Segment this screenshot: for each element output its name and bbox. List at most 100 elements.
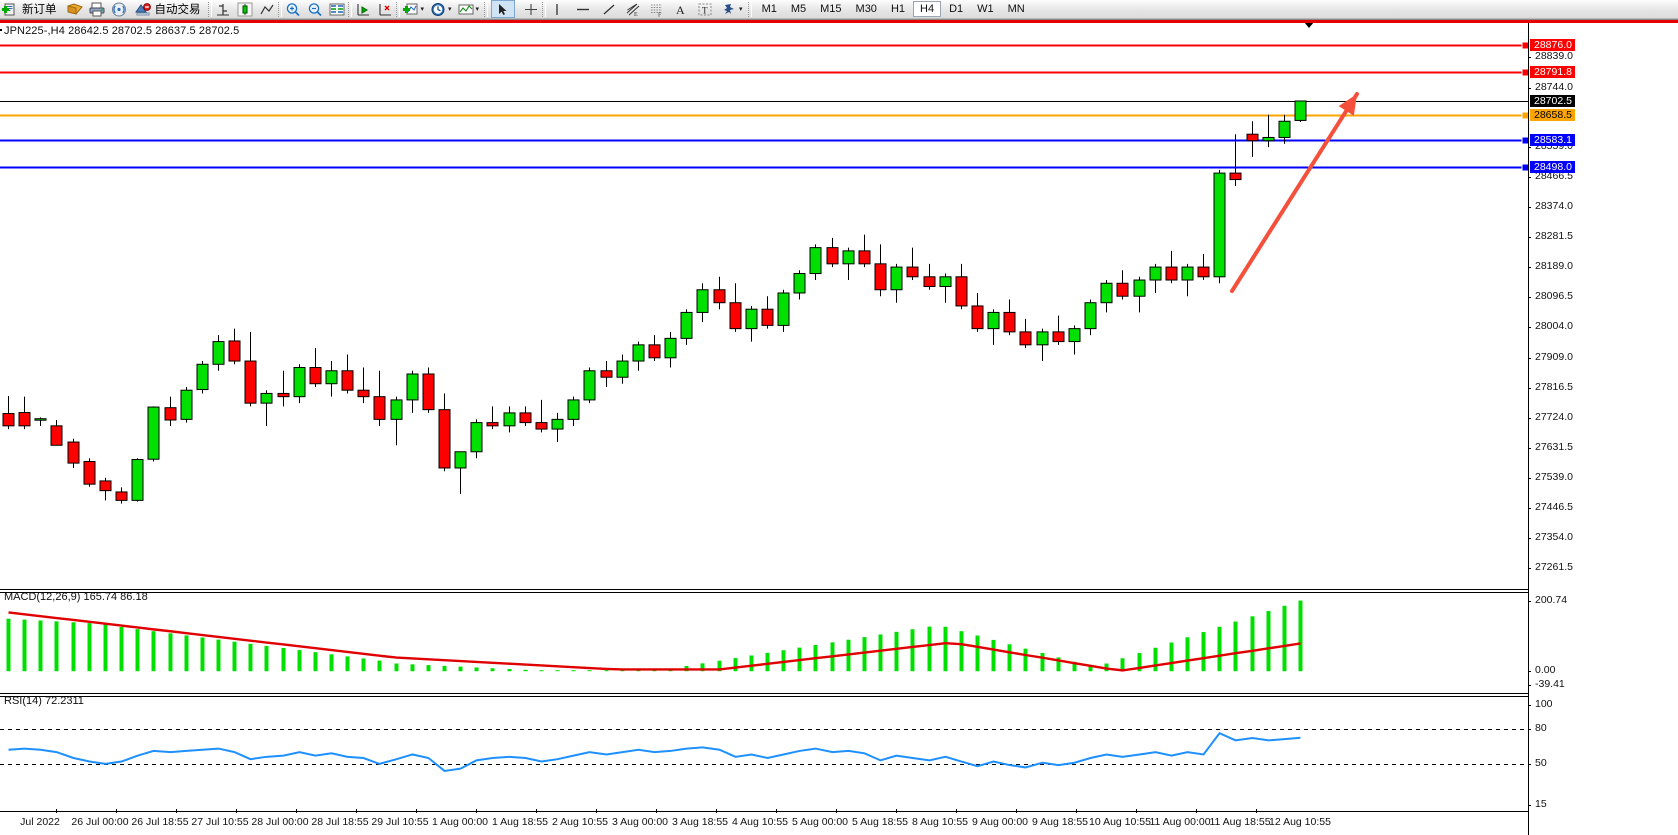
candlestick	[390, 396, 403, 446]
autotrading-button[interactable]: 自动交易	[133, 0, 205, 18]
timeframe-w1[interactable]: W1	[977, 3, 994, 15]
time-gridline	[56, 809, 57, 813]
support-line-2-handle[interactable]	[1521, 163, 1528, 172]
candlestick	[454, 451, 467, 494]
trendline-icon[interactable]	[601, 2, 617, 17]
price-level-label[interactable]: 28498.0	[1530, 161, 1575, 174]
macd-histogram-bar	[862, 637, 867, 672]
time-axis[interactable]: Jul 2022 26 Jul 00:00 26 Jul 18:55 27 Jul 1…	[0, 809, 1528, 835]
price-axis[interactable]: 28839.0 28744.0 28559.0 28466.5 28374.0 28281…	[1527, 23, 1678, 835]
shapes-caret-icon[interactable]: ▾	[739, 6, 743, 13]
entry-line-handle[interactable]	[1521, 111, 1528, 120]
add-indicator-icon[interactable]	[402, 2, 419, 17]
candlestick	[1100, 280, 1113, 313]
macd-histogram-bar	[135, 629, 140, 672]
new-order-button[interactable]: 新订单	[0, 0, 61, 18]
macd-histogram-bar	[894, 631, 899, 672]
zoom-out-icon[interactable]	[307, 2, 323, 17]
candlestick	[1084, 299, 1097, 336]
bar-chart-icon[interactable]	[215, 2, 231, 17]
price-tick: 28466.5	[1528, 170, 1573, 182]
timeframe-d1[interactable]: D1	[949, 3, 964, 15]
time-tick: 3 Aug 18:55	[671, 816, 729, 828]
candlestick	[1294, 100, 1307, 123]
periods-caret-icon[interactable]: ▾	[448, 6, 452, 13]
price-level-label[interactable]: 28702.5	[1530, 94, 1575, 107]
candlestick	[1003, 299, 1016, 336]
candlestick	[34, 417, 47, 426]
toolbar-separator	[207, 1, 212, 17]
candlestick	[955, 263, 968, 310]
macd-histogram-bar	[749, 655, 754, 672]
auto-scroll-icon[interactable]	[355, 2, 371, 17]
price-level-label[interactable]: 28658.5	[1530, 109, 1575, 122]
timeframe-mn[interactable]: MN	[1007, 3, 1025, 15]
clock-icon[interactable]	[430, 2, 446, 17]
candlestick	[761, 296, 774, 329]
candlestick	[1197, 254, 1210, 281]
price-tick: 28839.0	[1528, 50, 1573, 62]
candlestick	[1149, 263, 1162, 293]
chart-shift-icon[interactable]	[377, 2, 393, 17]
chart-area[interactable]: JPN225-,H4 28642.5 28702.5 28637.5 28702…	[0, 23, 1678, 835]
candlestick	[664, 331, 677, 368]
take-profit-line-handle[interactable]	[1521, 41, 1528, 50]
crosshair-icon[interactable]	[523, 2, 539, 17]
macd-histogram-bar	[345, 656, 350, 672]
horizontal-line-icon[interactable]	[575, 2, 591, 17]
timeframe-m5[interactable]: M5	[790, 3, 807, 15]
printer-icon[interactable]	[89, 2, 105, 17]
template-icon[interactable]	[458, 2, 474, 17]
vertical-line-icon[interactable]	[549, 2, 565, 17]
line-chart-icon[interactable]	[259, 2, 275, 17]
macd-histogram-bar	[38, 620, 43, 672]
macd-histogram-bar	[1056, 657, 1061, 672]
bullish-arrow[interactable]	[1230, 92, 1359, 293]
candlestick	[1116, 270, 1129, 300]
macd-histogram-bar	[119, 627, 124, 672]
candlestick	[696, 283, 709, 323]
zoom-in-icon[interactable]	[285, 2, 301, 17]
text-icon[interactable]: A	[673, 2, 689, 17]
candlestick-icon[interactable]	[237, 2, 253, 17]
candlestick	[341, 354, 354, 394]
indicators-caret-icon[interactable]: ▾	[420, 6, 425, 13]
signal-icon[interactable]	[111, 2, 127, 17]
timeframe-m15[interactable]: M15	[820, 3, 842, 15]
channel-icon[interactable]: E	[625, 2, 641, 17]
new-order-icon	[2, 2, 18, 17]
timeframe-h1[interactable]: H1	[890, 3, 905, 15]
templates-caret-icon[interactable]: ▾	[475, 6, 480, 13]
toolbar-separator-7	[747, 1, 752, 17]
arrow-cursor-button[interactable]	[491, 0, 516, 18]
support-line-1-handle[interactable]	[1521, 136, 1528, 145]
macd-histogram-bar	[6, 618, 11, 672]
candlestick	[1068, 325, 1081, 355]
price-level-label[interactable]: 28583.1	[1530, 133, 1575, 146]
price-tick: 28096.5	[1528, 290, 1573, 302]
price-level-label[interactable]: 28876.0	[1530, 38, 1575, 51]
chart-dropdown-icon[interactable]	[1304, 23, 1314, 28]
timeframe-m30[interactable]: M30	[855, 3, 877, 15]
grid-icon[interactable]	[329, 2, 345, 17]
time-tick: 1 Aug 00:00	[431, 816, 489, 828]
candlestick	[1133, 276, 1146, 313]
macd-histogram-bar	[1120, 658, 1125, 672]
toolbar-separator-5	[484, 1, 489, 17]
price-level-label[interactable]: 28791.8	[1530, 66, 1575, 79]
shapes-icon[interactable]	[721, 2, 737, 17]
macd-histogram-bar	[264, 645, 269, 672]
text-label-icon[interactable]: T	[697, 2, 713, 17]
fibonacci-icon[interactable]: F	[649, 2, 665, 17]
time-tick: Jul 2022	[20, 816, 60, 828]
time-gridline	[1136, 809, 1137, 813]
time-gridline	[896, 809, 897, 813]
chart-canvas[interactable]	[0, 23, 1528, 835]
folder-icon[interactable]	[66, 2, 83, 17]
rsi-line	[8, 732, 1301, 773]
timeframe-m1[interactable]: M1	[761, 3, 777, 15]
toolbar-separator-4	[395, 1, 400, 17]
timeframe-h4[interactable]: H4	[913, 1, 942, 17]
price-tick: 27354.0	[1528, 531, 1573, 543]
resistance-line-handle[interactable]	[1521, 68, 1528, 77]
